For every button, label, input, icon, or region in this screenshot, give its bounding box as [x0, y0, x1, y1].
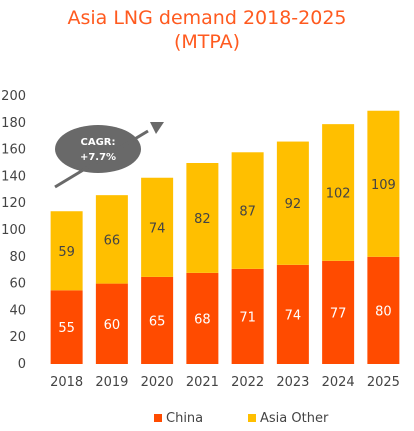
y-tick-label: 140: [1, 169, 26, 184]
cagr-callout: CAGR: +7.7%: [54, 122, 164, 189]
y-tick-label: 180: [1, 116, 26, 131]
y-tick-label: 0: [18, 357, 26, 372]
bar-asia-other-2024: [322, 124, 355, 261]
bar-label-asia-other-2018: 59: [58, 245, 75, 260]
bar-label-china-2023: 74: [285, 308, 302, 323]
cagr-value: +7.7%: [80, 152, 116, 163]
cagr-label: CAGR:: [81, 137, 116, 148]
y-tick-label: 60: [9, 277, 26, 292]
bar-china-2023: [276, 264, 309, 364]
bar-label-asia-other-2024: 102: [326, 186, 351, 201]
bar-label-asia-other-2020: 74: [149, 221, 166, 236]
bar-label-asia-other-2021: 82: [194, 212, 211, 227]
bar-asia-other-2019: [95, 195, 128, 284]
x-tick-label: 2022: [231, 375, 264, 390]
x-tick-label: 2021: [186, 375, 219, 390]
bar-china-2018: [50, 290, 83, 364]
bar-label-china-2024: 77: [330, 306, 347, 321]
legend-label-china: China: [166, 411, 203, 426]
bar-label-china-2018: 55: [58, 321, 75, 336]
bar-china-2022: [231, 268, 264, 364]
bar-label-asia-other-2023: 92: [285, 197, 302, 212]
bar-label-china-2020: 65: [149, 314, 166, 329]
y-tick-label: 200: [1, 89, 26, 104]
x-tick-label: 2018: [50, 375, 83, 390]
bar-label-china-2025: 80: [375, 304, 392, 319]
y-tick-label: 160: [1, 143, 26, 158]
bar-asia-other-2025: [367, 110, 400, 257]
x-tick-label: 2019: [95, 375, 128, 390]
bar-asia-other-2018: [50, 211, 83, 291]
bar-china-2024: [322, 260, 355, 364]
legend: China Asia Other: [154, 411, 329, 426]
legend-label-asia-other: Asia Other: [260, 411, 329, 426]
bar-china-2025: [367, 256, 400, 364]
legend-swatch-china: [154, 414, 162, 422]
cagr-arrow-head: [150, 122, 164, 134]
chart-title: Asia LNG demand 2018-2025 (MTPA): [67, 7, 346, 53]
bar-asia-other-2020: [141, 177, 174, 277]
y-tick-label: 20: [9, 330, 26, 345]
x-tick-label: 2025: [367, 375, 400, 390]
y-tick-label: 100: [1, 223, 26, 238]
bar-asia-other-2023: [276, 141, 309, 265]
bar-label-china-2019: 60: [104, 318, 121, 333]
x-tick-label: 2020: [141, 375, 174, 390]
legend-swatch-asia-other: [248, 414, 256, 422]
bars: 55 59 60 66 65 74 68 82 71 87 74 92 77 102 80 109: [50, 110, 400, 364]
bar-label-china-2022: 71: [239, 310, 256, 325]
bar-china-2020: [141, 276, 174, 364]
bar-label-asia-other-2019: 66: [104, 233, 121, 248]
y-axis: 0 20 40 60 80 100 120 140 160 180 200 2018 2019 2020 2…: [1, 89, 400, 390]
bar-china-2021: [186, 272, 219, 364]
bar-label-asia-other-2022: 87: [239, 205, 256, 220]
chart-title-line-2: (MTPA): [174, 31, 240, 53]
bar-label-asia-other-2025: 109: [371, 178, 396, 193]
y-tick-label: 40: [9, 303, 26, 318]
cagr-arrow-line: [54, 129, 149, 189]
bar-asia-other-2022: [231, 152, 264, 269]
x-tick-label: 2024: [322, 375, 355, 390]
y-tick-label: 120: [1, 196, 26, 211]
bar-asia-other-2021: [186, 163, 219, 273]
cagr-bubble: [55, 125, 141, 173]
x-tick-label: 2023: [276, 375, 309, 390]
chart-title-line-1: Asia LNG demand 2018-2025: [67, 7, 346, 29]
y-tick-label: 80: [9, 250, 26, 265]
bar-label-china-2021: 68: [194, 312, 211, 327]
bar-china-2019: [95, 283, 128, 364]
